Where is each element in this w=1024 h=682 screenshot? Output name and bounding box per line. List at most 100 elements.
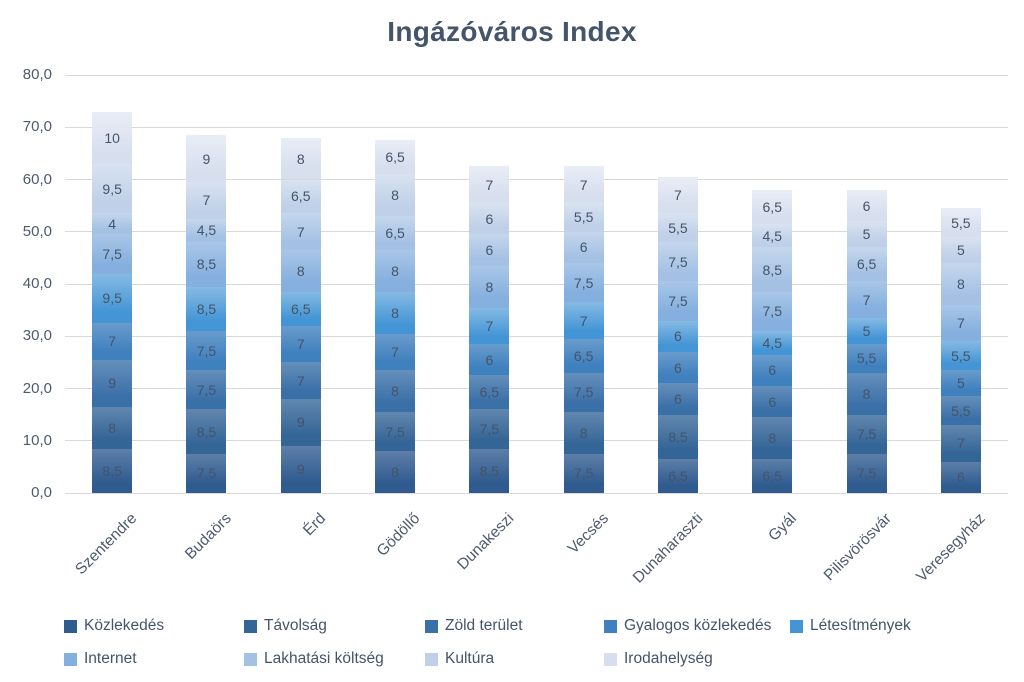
gridline xyxy=(65,440,1008,442)
segment-value-label: 6,5 xyxy=(762,198,782,215)
bar-segment-kult-ra: 7 xyxy=(186,182,227,219)
segment-value-label: 8 xyxy=(391,262,399,279)
bar-segment-internet: 8 xyxy=(280,250,321,292)
bar-segment-lakhat-si-k-lts-g: 6,5 xyxy=(375,216,416,251)
bar-segment-t-vols-g: 8 xyxy=(752,417,793,460)
legend-item-k-zleked-s: Közlekedés xyxy=(64,617,165,634)
segment-value-label: 7,5 xyxy=(479,420,500,437)
legend-item-t-vols-g: Távolság xyxy=(244,617,327,634)
bar-segment-lakhat-si-k-lts-g: 6 xyxy=(469,234,510,266)
segment-value-label: 7 xyxy=(296,372,305,389)
segment-value-label: 8 xyxy=(485,278,494,295)
x-axis-category-label: Szentendre xyxy=(72,510,141,579)
segment-value-label: 6,5 xyxy=(762,468,782,484)
segment-value-label: 5 xyxy=(862,323,871,340)
segment-value-label: 9,5 xyxy=(102,180,122,197)
legend-label: Távolság xyxy=(264,617,327,634)
legend-item-gyalogos-k-zleked-s: Gyalogos közlekedés xyxy=(604,617,772,634)
bar-segment-internet: 8 xyxy=(469,265,510,308)
bar-segment-k-zleked-s: 6,5 xyxy=(752,459,793,493)
segment-value-label: 4,5 xyxy=(196,222,217,239)
segment-value-label: 7,5 xyxy=(856,465,877,482)
bar-segment-l-tes-tm-nyek: 7 xyxy=(563,302,604,339)
legend-label: Gyalogos közlekedés xyxy=(624,617,772,634)
y-axis-tick-label: 20,0 xyxy=(22,379,52,397)
bar-segment-z-ld-ter-let: 7,5 xyxy=(563,372,604,412)
bar-segment-l-tes-tm-nyek: 6 xyxy=(657,320,698,352)
legend-label: Közlekedés xyxy=(84,617,165,634)
bar-segment-z-ld-ter-let: 5,5 xyxy=(940,396,981,426)
bar-segment-lakhat-si-k-lts-g: 8 xyxy=(940,263,981,305)
segment-value-label: 8 xyxy=(579,424,588,441)
segment-value-label: 5 xyxy=(956,375,965,392)
bar-segment-z-ld-ter-let: 6 xyxy=(752,385,793,418)
x-axis-category-label: Dunakeszi xyxy=(454,510,518,574)
bar-segment-k-zleked-s: 8,5 xyxy=(469,448,510,493)
bar-segment-kult-ra: 5 xyxy=(940,236,981,264)
segment-value-label: 8,5 xyxy=(196,300,217,317)
bar-segment-internet: 7 xyxy=(940,304,981,342)
y-axis-tick-label: 50,0 xyxy=(22,222,52,240)
bar-segment-irodahelys-g: 7 xyxy=(563,166,604,203)
segment-value-label: 4 xyxy=(108,215,117,232)
segment-value-label: 7,5 xyxy=(102,245,122,262)
segment-value-label: 8,5 xyxy=(479,462,500,479)
segment-value-label: 6,5 xyxy=(573,347,594,364)
segment-value-label: 7 xyxy=(862,291,871,308)
bar-segment-gyalogos-k-zleked-s: 5,5 xyxy=(846,344,887,373)
y-axis-tick-label: 10,0 xyxy=(22,431,52,449)
segment-value-label: 6,5 xyxy=(385,225,405,242)
segment-value-label: 7 xyxy=(674,187,682,204)
legend-swatch-icon xyxy=(604,652,617,666)
segment-value-label: 6 xyxy=(674,390,682,407)
bar-segment-lakhat-si-k-lts-g: 4 xyxy=(92,213,133,235)
bar-segment-l-tes-tm-nyek: 6,5 xyxy=(280,291,321,326)
segment-value-label: 6 xyxy=(674,328,682,345)
segment-value-label: 5 xyxy=(956,242,965,259)
legend-item-internet: Internet xyxy=(64,650,137,667)
segment-value-label: 6,5 xyxy=(385,149,405,166)
x-axis-category-label: Érd xyxy=(299,510,329,540)
y-axis-tick-label: 30,0 xyxy=(22,327,52,345)
legend-label: Zöld terület xyxy=(445,617,523,634)
segment-value-label: 5,5 xyxy=(951,347,971,364)
bar-segment-irodahelys-g: 9 xyxy=(186,135,227,183)
bar-segment-l-tes-tm-nyek: 8,5 xyxy=(186,286,227,332)
bar-segment-irodahelys-g: 6 xyxy=(846,189,887,222)
bar-segment-t-vols-g: 7 xyxy=(940,425,981,462)
segment-value-label: 7,5 xyxy=(668,292,688,309)
bar-segment-k-zleked-s: 6 xyxy=(940,461,981,493)
bar-segment-gyalogos-k-zleked-s: 7 xyxy=(375,333,416,371)
bar-segment-t-vols-g: 9 xyxy=(280,398,321,446)
segment-value-label: 8,5 xyxy=(668,428,688,445)
gridline xyxy=(65,126,1008,128)
gridline xyxy=(65,231,1008,233)
x-axis-category-label: Gödöllő xyxy=(373,510,424,560)
segment-value-label: 6,5 xyxy=(291,300,311,317)
bar-segment-t-vols-g: 8 xyxy=(92,406,133,449)
bar-segment-gyalogos-k-zleked-s: 6 xyxy=(657,351,698,384)
bar-segment-internet: 7,5 xyxy=(563,263,604,303)
legend-swatch-icon xyxy=(64,652,77,666)
bar-segment-k-zleked-s: 9 xyxy=(280,445,321,493)
segment-value-label: 7,5 xyxy=(385,423,405,440)
bar-segment-t-vols-g: 8 xyxy=(563,412,604,454)
bar-segment-l-tes-tm-nyek: 9,5 xyxy=(92,273,133,324)
legend-swatch-icon xyxy=(244,619,257,633)
bar-segment-k-zleked-s: 7,5 xyxy=(186,453,227,493)
segment-value-label: 4,5 xyxy=(762,334,782,351)
segment-value-label: 6 xyxy=(485,210,494,227)
segment-value-label: 10 xyxy=(104,129,120,146)
gridline xyxy=(65,492,1008,494)
y-axis-tick-label: 60,0 xyxy=(22,170,52,188)
gridline xyxy=(65,335,1008,337)
legend-swatch-icon xyxy=(244,652,257,666)
bar-segment-irodahelys-g: 6,5 xyxy=(752,189,793,224)
bar-segment-z-ld-ter-let: 6 xyxy=(657,383,698,415)
bar-segment-k-zleked-s: 7,5 xyxy=(846,453,887,493)
segment-value-label: 7 xyxy=(202,192,211,209)
bar-segment-lakhat-si-k-lts-g: 8,5 xyxy=(752,247,793,292)
y-axis-tick-label: 70,0 xyxy=(22,118,52,136)
bar-segment-l-tes-tm-nyek: 7 xyxy=(469,307,510,345)
